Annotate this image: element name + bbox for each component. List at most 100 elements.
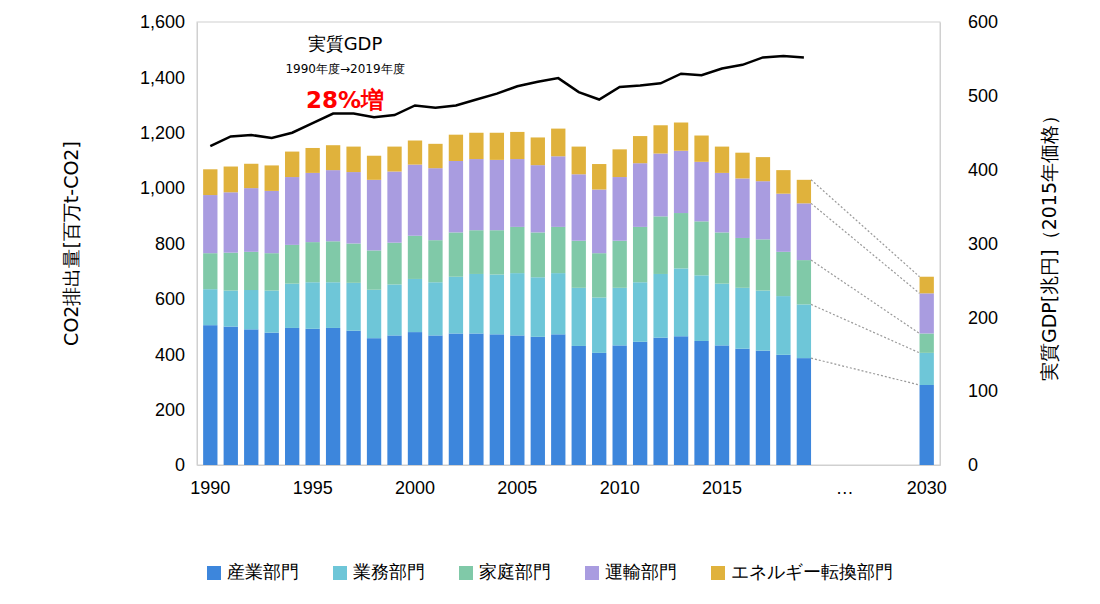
connector bbox=[811, 358, 919, 385]
bar bbox=[674, 213, 688, 268]
bar bbox=[469, 333, 483, 465]
bar bbox=[203, 289, 217, 325]
legend-swatch bbox=[459, 566, 473, 580]
tick: 600 bbox=[940, 12, 998, 32]
bar bbox=[469, 230, 483, 274]
bar bbox=[367, 338, 381, 465]
bar bbox=[653, 338, 667, 465]
bar bbox=[572, 174, 586, 240]
bar bbox=[203, 195, 217, 253]
bar bbox=[694, 221, 708, 275]
tick: 2030 bbox=[907, 465, 947, 498]
bar bbox=[244, 329, 258, 465]
tick-label: 600 bbox=[968, 12, 998, 32]
bar bbox=[285, 152, 299, 177]
annotation: 1990年度→2019年度 bbox=[285, 62, 404, 76]
bar bbox=[531, 137, 545, 165]
bar bbox=[285, 328, 299, 465]
tick-label: 600 bbox=[155, 289, 185, 309]
legend-item: 産業部門 bbox=[207, 561, 299, 582]
bar bbox=[224, 192, 238, 252]
bar bbox=[633, 342, 647, 465]
y-axis: 02004006008001,0001,2001,4001,600 bbox=[140, 12, 198, 475]
bar bbox=[756, 157, 770, 181]
chart: 02004006008001,0001,2001,4001,6000100200… bbox=[0, 0, 1100, 604]
bar bbox=[428, 335, 442, 465]
bar bbox=[920, 333, 934, 352]
bar bbox=[367, 156, 381, 180]
bar bbox=[776, 194, 790, 252]
tick: 400 bbox=[940, 160, 998, 180]
bar bbox=[694, 136, 708, 162]
bar bbox=[428, 240, 442, 282]
bar bbox=[613, 288, 627, 346]
bar bbox=[265, 333, 279, 465]
bar bbox=[735, 288, 749, 349]
tick: … bbox=[836, 465, 854, 498]
bar bbox=[715, 284, 729, 346]
bar bbox=[531, 337, 545, 465]
bar bbox=[531, 277, 545, 337]
tick-label: 100 bbox=[968, 381, 998, 401]
bar bbox=[572, 346, 586, 465]
connector bbox=[811, 180, 919, 277]
bar bbox=[326, 282, 340, 328]
bar bbox=[920, 385, 934, 465]
bar bbox=[531, 165, 545, 232]
bar bbox=[490, 334, 504, 465]
bar bbox=[797, 304, 811, 358]
bar bbox=[490, 160, 504, 230]
tick: 400 bbox=[155, 345, 197, 365]
tick: 0 bbox=[940, 455, 978, 475]
bar bbox=[551, 156, 565, 227]
bar bbox=[387, 284, 401, 335]
tick-label: 2005 bbox=[497, 478, 537, 498]
bar bbox=[797, 358, 811, 465]
tick: 1995 bbox=[293, 465, 333, 498]
bar bbox=[428, 282, 442, 335]
legend-label: 産業部門 bbox=[227, 561, 299, 582]
bar bbox=[408, 165, 422, 236]
connector bbox=[811, 260, 919, 333]
bar bbox=[510, 335, 524, 465]
bar bbox=[265, 191, 279, 253]
bar bbox=[285, 245, 299, 284]
bar bbox=[653, 125, 667, 153]
bar bbox=[490, 230, 504, 274]
bar bbox=[449, 232, 463, 276]
bar bbox=[265, 253, 279, 290]
bar bbox=[387, 172, 401, 243]
bar bbox=[756, 239, 770, 290]
tick: 1,600 bbox=[140, 12, 197, 32]
bar bbox=[797, 180, 811, 204]
tick-label: 400 bbox=[968, 160, 998, 180]
annotation: 28%増 bbox=[306, 87, 384, 113]
bar bbox=[613, 149, 627, 177]
legend: 産業部門業務部門家庭部門運輸部門エネルギー転換部門 bbox=[207, 561, 893, 582]
tick-label: 1,200 bbox=[140, 123, 185, 143]
tick: 2000 bbox=[395, 465, 435, 498]
tick: 1,200 bbox=[140, 123, 197, 143]
tick: 1990 bbox=[190, 465, 230, 498]
bar bbox=[244, 290, 258, 329]
bar bbox=[572, 147, 586, 175]
bar bbox=[551, 129, 565, 157]
axis-line bbox=[197, 23, 198, 466]
bar bbox=[735, 349, 749, 465]
bar bbox=[776, 296, 790, 355]
legend-label: 運輸部門 bbox=[605, 561, 677, 582]
bar bbox=[694, 341, 708, 465]
bar bbox=[592, 253, 606, 297]
bar bbox=[346, 172, 360, 243]
bar bbox=[920, 277, 934, 294]
tick: 2005 bbox=[497, 465, 537, 498]
tick-label: 1,600 bbox=[140, 12, 185, 32]
bar bbox=[428, 144, 442, 168]
bar bbox=[633, 282, 647, 342]
bar bbox=[367, 180, 381, 251]
tick-label: 1,000 bbox=[140, 178, 185, 198]
bar bbox=[326, 328, 340, 465]
bar bbox=[756, 351, 770, 465]
tick: 1,400 bbox=[140, 68, 197, 88]
axis-line bbox=[940, 23, 941, 466]
